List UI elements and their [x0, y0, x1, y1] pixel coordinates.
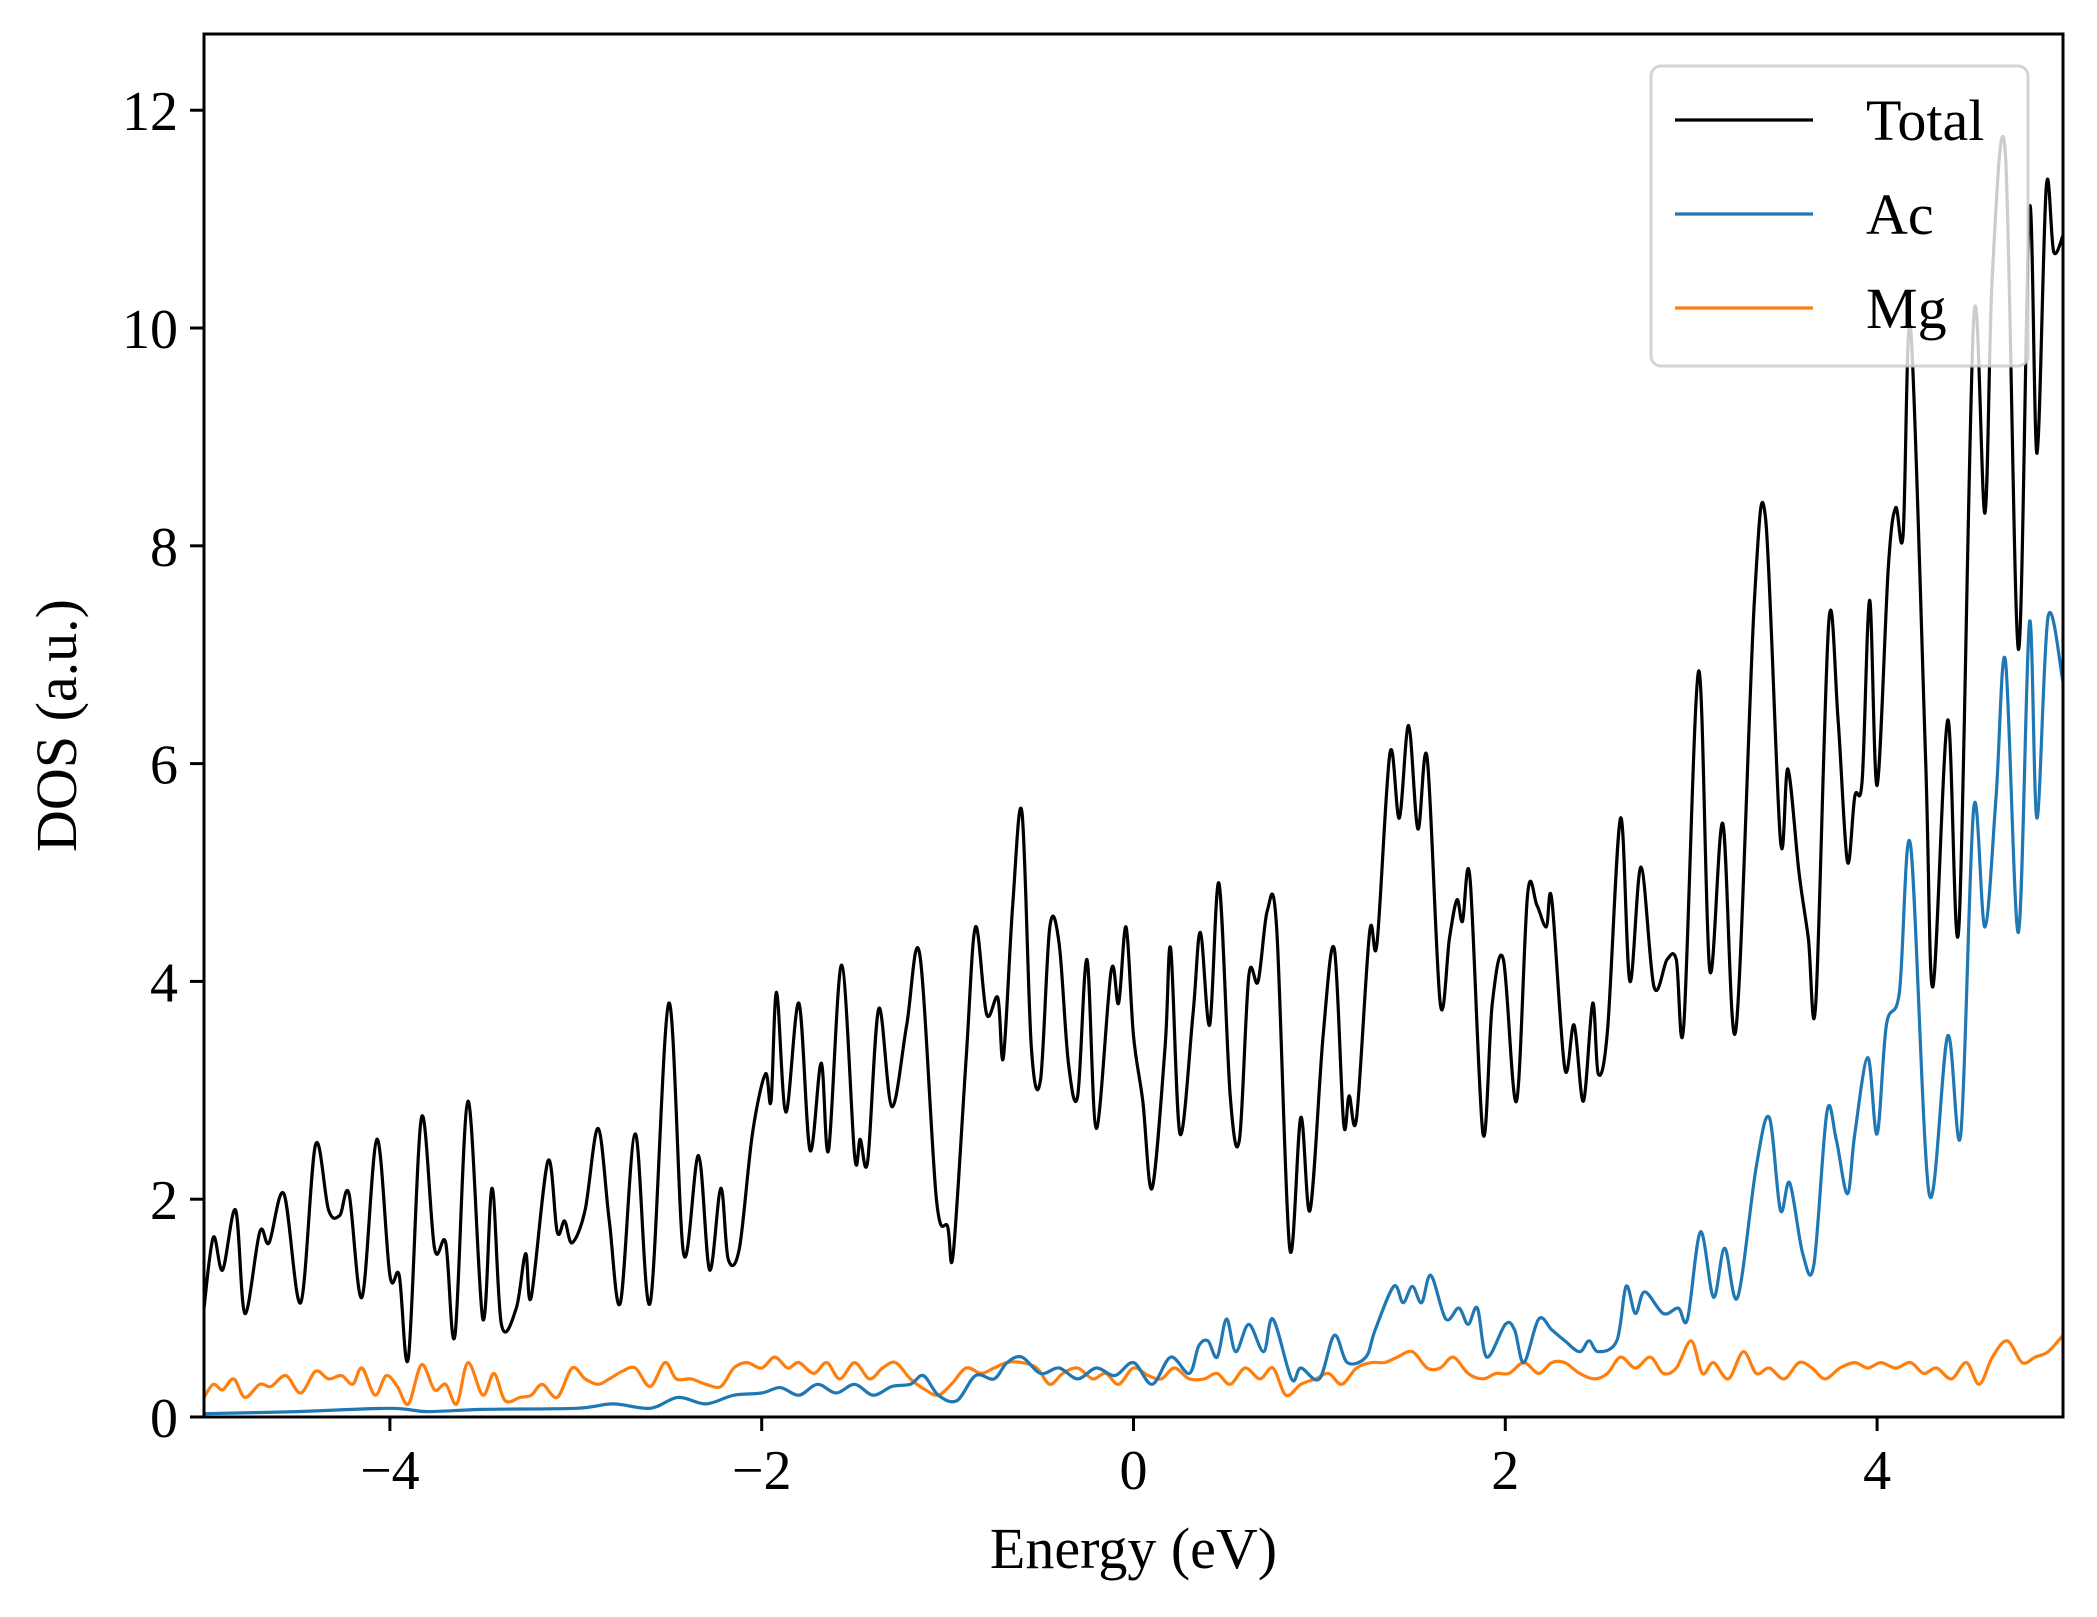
y-tick-label: 0: [150, 1388, 178, 1450]
legend-label-mg: Mg: [1866, 276, 1947, 341]
y-axis-ticks: 0 2 4 6 8 10 12: [122, 81, 204, 1450]
y-tick-label: 6: [150, 735, 178, 797]
series-line-total: [204, 134, 2063, 1363]
x-tick-label: 2: [1491, 1440, 1519, 1502]
y-tick-label: 12: [122, 81, 178, 143]
x-axis-label: Energy (eV): [990, 1516, 1277, 1581]
y-axis-label: DOS (a.u.): [24, 599, 89, 852]
x-tick-label: 4: [1863, 1440, 1891, 1502]
series-line-ac: [204, 611, 2063, 1416]
y-tick-label: 4: [150, 952, 178, 1014]
y-tick-label: 10: [122, 299, 178, 361]
legend-frame: [1649, 64, 2030, 368]
x-axis-ticks: −4 −2 0 2 4: [360, 1417, 1891, 1502]
x-tick-label: −2: [732, 1440, 792, 1502]
x-tick-label: 0: [1120, 1440, 1148, 1502]
x-tick-label: −4: [360, 1440, 420, 1502]
y-tick-label: 8: [150, 517, 178, 579]
series-line-mg: [204, 1334, 2063, 1407]
series-layer: [204, 134, 2063, 1416]
legend-label-ac: Ac: [1866, 182, 1934, 247]
legend-label-total: Total: [1866, 88, 1984, 153]
legend: Total Ac Mg: [1649, 64, 2030, 368]
y-tick-label: 2: [150, 1170, 178, 1232]
